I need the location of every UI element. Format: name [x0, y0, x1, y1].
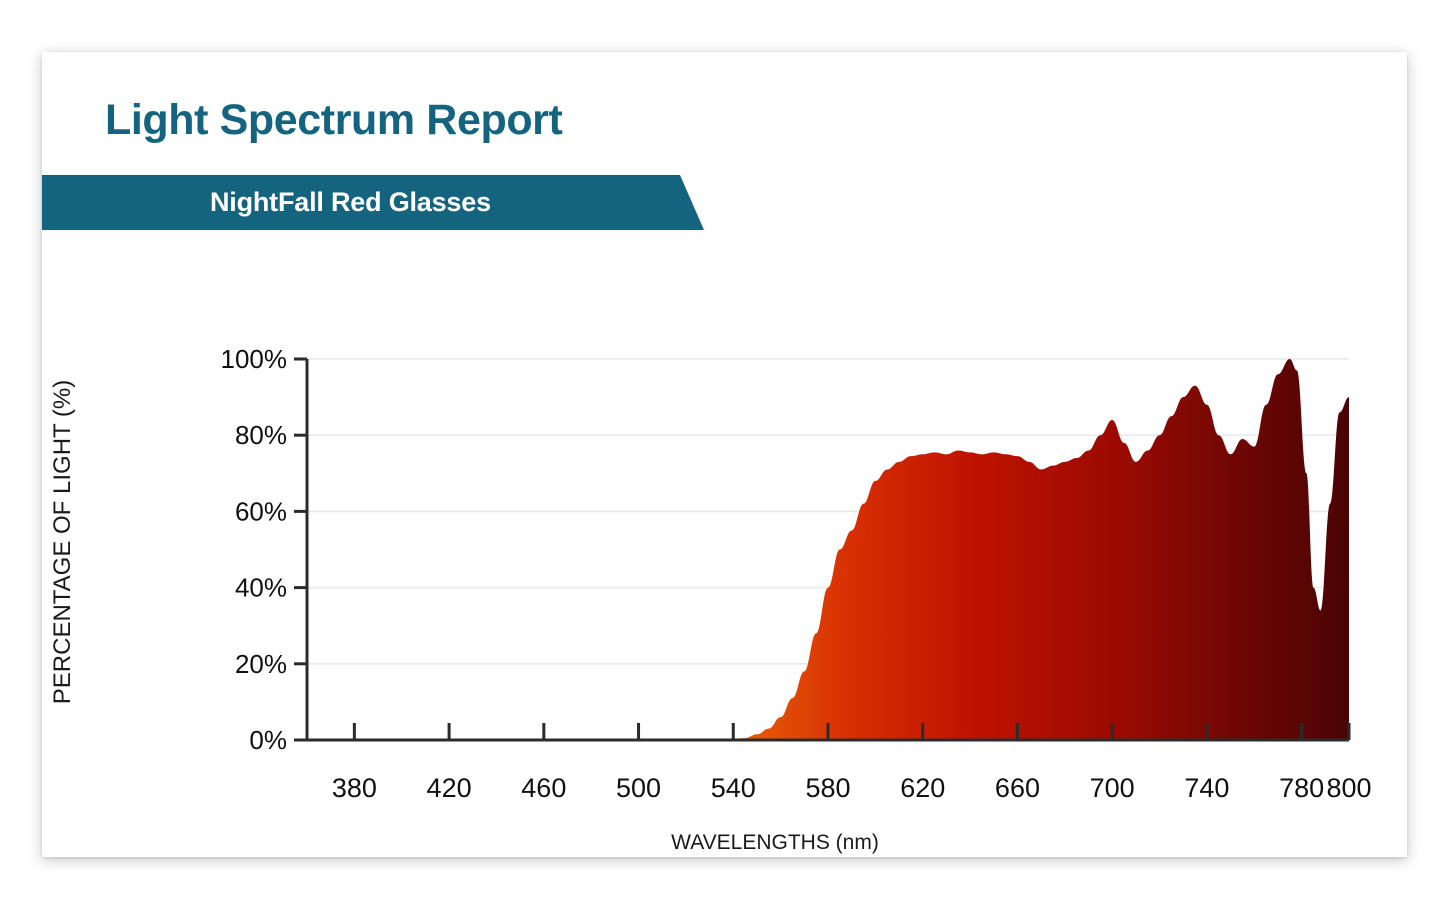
page-title: Light Spectrum Report: [105, 96, 563, 144]
y-tick-label: 60%: [235, 496, 287, 526]
x-tick-label: 580: [805, 773, 850, 803]
y-tick-label: 40%: [235, 573, 287, 603]
x-tick-label: 540: [711, 773, 756, 803]
report-card: Light Spectrum Report NightFall Red Glas…: [42, 52, 1407, 857]
x-tick-label: 740: [1184, 773, 1229, 803]
x-tick-label: 460: [521, 773, 566, 803]
spectrum-chart: 0% 20% 40% 60% 80% 100% 380 420 460 500 540 580 620…: [42, 252, 1407, 857]
x-tick-label: 620: [900, 773, 945, 803]
product-banner: [42, 175, 704, 230]
banner-shape: [42, 175, 704, 230]
y-tick-label: 80%: [235, 420, 287, 450]
y-axis-label: PERCENTAGE OF LIGHT (%): [49, 380, 76, 704]
x-tick-label: 800: [1326, 773, 1371, 803]
x-tick-label: 700: [1090, 773, 1135, 803]
x-axis-ticks: 380 420 460 500 540 580 620 660 700 740 780 800: [332, 723, 1372, 803]
axes: [295, 359, 1349, 742]
product-banner-label: NightFall Red Glasses: [210, 187, 491, 217]
x-tick-label: 380: [332, 773, 377, 803]
x-axis-label: WAVELENGTHS (nm): [671, 831, 879, 854]
x-tick-label: 780: [1279, 773, 1324, 803]
spectrum-area-path: [307, 359, 1349, 740]
spectrum-area: [307, 359, 1349, 740]
x-tick-label: 660: [995, 773, 1040, 803]
y-tick-label: 100%: [221, 344, 288, 374]
y-tick-label: 20%: [235, 649, 287, 679]
x-tick-label: 500: [616, 773, 661, 803]
y-tick-label: 0%: [249, 725, 287, 755]
y-axis-ticks: 0% 20% 40% 60% 80% 100%: [221, 344, 307, 755]
x-tick-label: 420: [427, 773, 472, 803]
